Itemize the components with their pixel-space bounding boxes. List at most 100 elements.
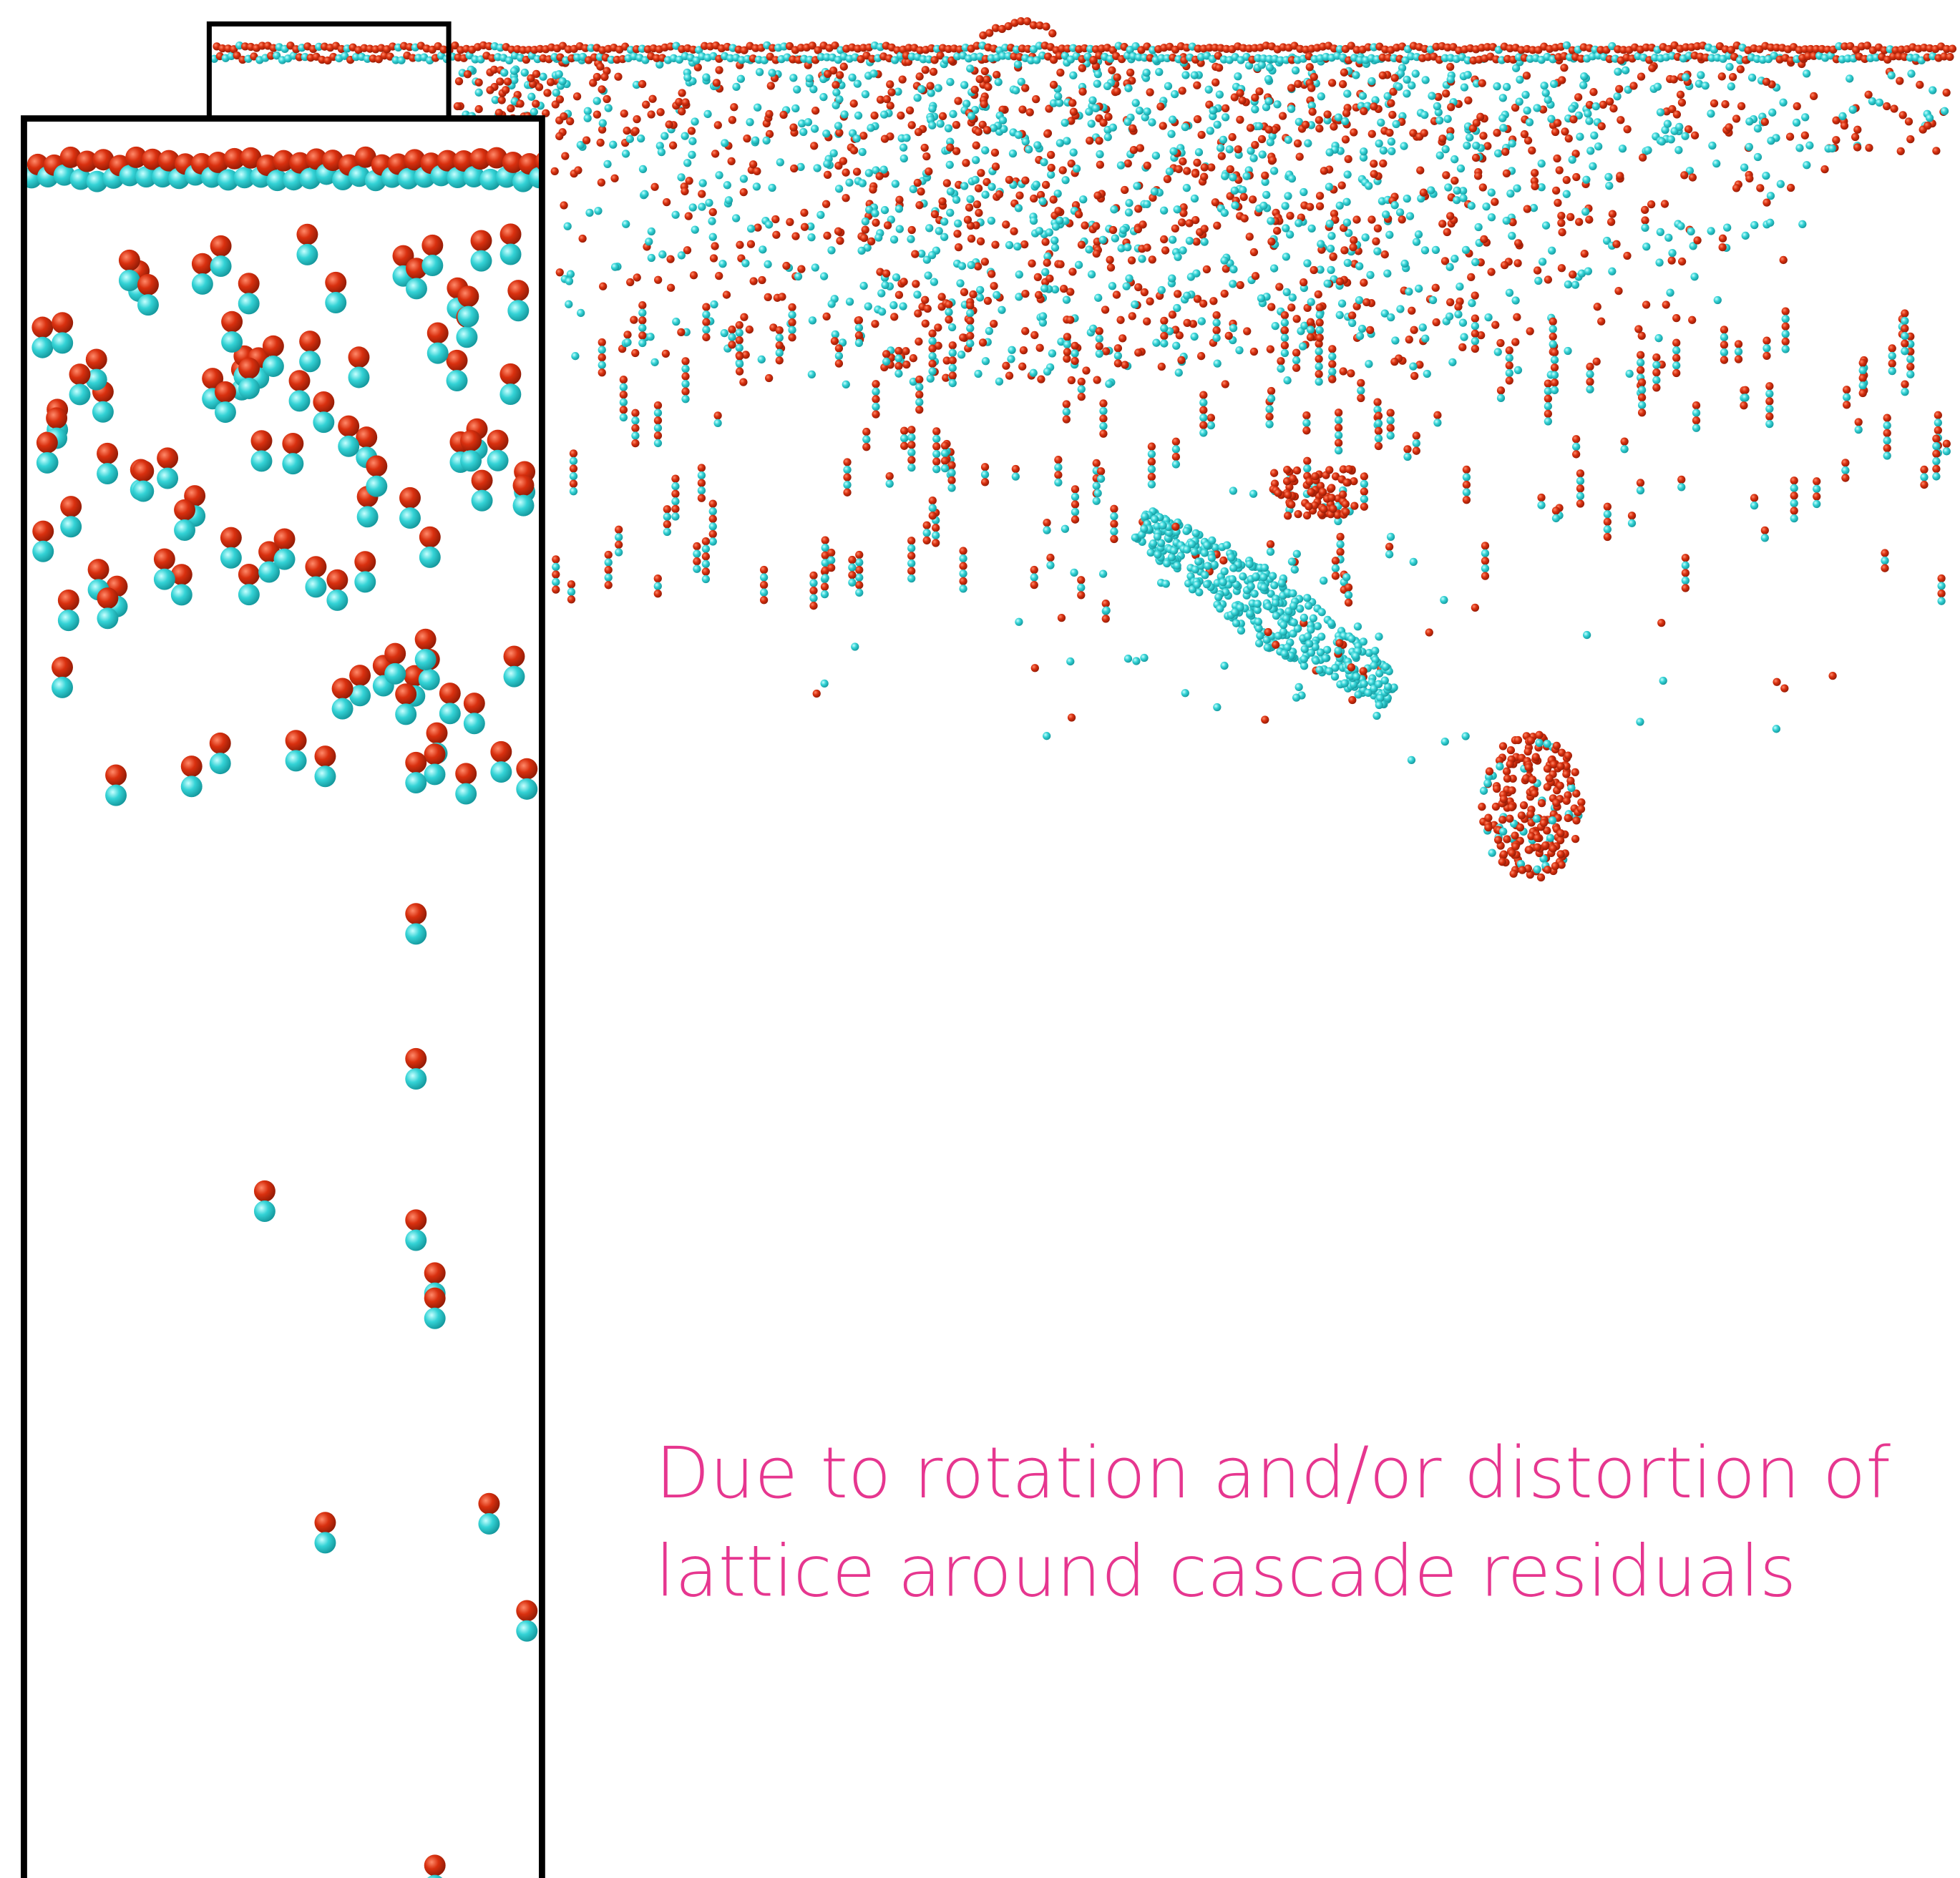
cyan-atom xyxy=(1580,72,1588,80)
red-atom xyxy=(1086,137,1093,145)
red-atom xyxy=(947,476,955,484)
red-atom xyxy=(615,526,623,534)
red-atom xyxy=(1078,240,1086,248)
red-atom xyxy=(455,77,463,85)
cyan-atom xyxy=(1212,319,1220,327)
cyan-atom xyxy=(1544,96,1552,104)
red-atom xyxy=(1463,481,1471,489)
cyan-atom xyxy=(1594,142,1602,150)
cyan-atom xyxy=(1270,167,1278,175)
cyan-atom xyxy=(1186,237,1194,245)
red-atom xyxy=(1638,378,1646,386)
red-atom xyxy=(1342,135,1350,143)
red-atom xyxy=(502,86,509,94)
cyan-atom xyxy=(1447,75,1455,83)
cyan-atom xyxy=(1300,614,1308,622)
red-atom xyxy=(1121,361,1128,368)
cyan-atom xyxy=(1641,224,1649,232)
cyan-atom xyxy=(1272,612,1280,620)
red-atom xyxy=(1335,424,1342,431)
cyan-atom xyxy=(1168,275,1176,283)
red-atom xyxy=(1538,799,1546,807)
red-atom xyxy=(698,190,706,197)
red-atom xyxy=(915,72,923,80)
cyan-atom xyxy=(1148,480,1156,488)
red-atom xyxy=(1045,275,1053,283)
cyan-atom xyxy=(1488,189,1496,197)
cyan-atom xyxy=(1690,273,1698,280)
red-atom xyxy=(932,427,940,435)
red-atom xyxy=(1617,116,1624,124)
red-atom xyxy=(1082,366,1090,374)
red-atom xyxy=(1688,316,1696,324)
red-atom xyxy=(1500,850,1508,858)
red-atom xyxy=(906,107,914,114)
red-atom xyxy=(902,361,910,368)
red-atom xyxy=(709,530,717,538)
red-atom xyxy=(915,391,923,398)
cyan-atom xyxy=(1125,199,1133,207)
red-atom xyxy=(1286,212,1294,220)
cyan-atom xyxy=(1514,366,1522,374)
red-atom xyxy=(1528,776,1536,783)
cyan-atom xyxy=(1281,202,1289,210)
cyan-atom xyxy=(1312,657,1320,665)
red-atom xyxy=(1110,505,1118,513)
cyan-atom xyxy=(1015,204,1023,212)
cyan-atom xyxy=(736,344,743,352)
cyan-atom xyxy=(1682,73,1690,81)
cyan-atom xyxy=(1183,292,1191,300)
red-atom xyxy=(1070,108,1078,116)
cyan-atom xyxy=(760,573,768,581)
cyan-atom xyxy=(1289,602,1297,610)
red-atom xyxy=(1652,353,1660,361)
red-atom xyxy=(1287,84,1295,92)
red-atom xyxy=(1096,161,1104,169)
red-atom xyxy=(1551,378,1559,386)
red-atom xyxy=(1289,474,1297,482)
cyan-atom xyxy=(900,434,908,442)
red-atom xyxy=(1375,412,1383,420)
cyan-atom xyxy=(1370,662,1378,670)
cyan-atom xyxy=(1637,486,1644,494)
cyan-atom xyxy=(1638,401,1646,409)
red-atom xyxy=(1148,458,1156,466)
cyan-atom xyxy=(1408,756,1415,764)
red-atom xyxy=(853,167,861,175)
cyan-atom xyxy=(1336,311,1344,319)
cyan-atom xyxy=(1288,175,1296,182)
cyan-atom xyxy=(1237,627,1245,635)
red-atom xyxy=(842,194,849,202)
red-atom xyxy=(638,80,646,88)
cyan-atom xyxy=(1855,426,1863,434)
cyan-atom xyxy=(254,1200,276,1222)
red-atom xyxy=(930,68,937,76)
cyan-atom xyxy=(1413,238,1420,245)
red-atom xyxy=(1498,858,1506,866)
cyan-atom xyxy=(835,185,843,192)
cyan-atom xyxy=(1484,313,1492,321)
red-atom xyxy=(843,474,851,481)
cyan-atom xyxy=(683,74,691,82)
red-atom xyxy=(1172,453,1180,461)
cyan-atom xyxy=(835,95,843,103)
cyan-atom xyxy=(1838,112,1846,120)
red-atom xyxy=(931,210,939,218)
red-atom xyxy=(1250,248,1258,256)
red-atom xyxy=(1562,770,1570,778)
red-atom xyxy=(1078,378,1086,386)
red-atom xyxy=(455,763,477,784)
cyan-atom xyxy=(1464,71,1472,79)
red-atom xyxy=(960,288,968,296)
cyan-atom xyxy=(728,333,736,341)
cyan-atom xyxy=(1506,369,1513,377)
cyan-atom xyxy=(405,1230,426,1251)
red-atom xyxy=(1360,279,1367,287)
red-atom xyxy=(1446,63,1454,71)
red-atom xyxy=(1219,557,1227,564)
red-atom xyxy=(1905,117,1913,125)
cyan-atom xyxy=(598,346,606,353)
cyan-atom xyxy=(654,424,662,432)
red-atom xyxy=(1888,344,1896,352)
cyan-atom xyxy=(759,245,766,253)
